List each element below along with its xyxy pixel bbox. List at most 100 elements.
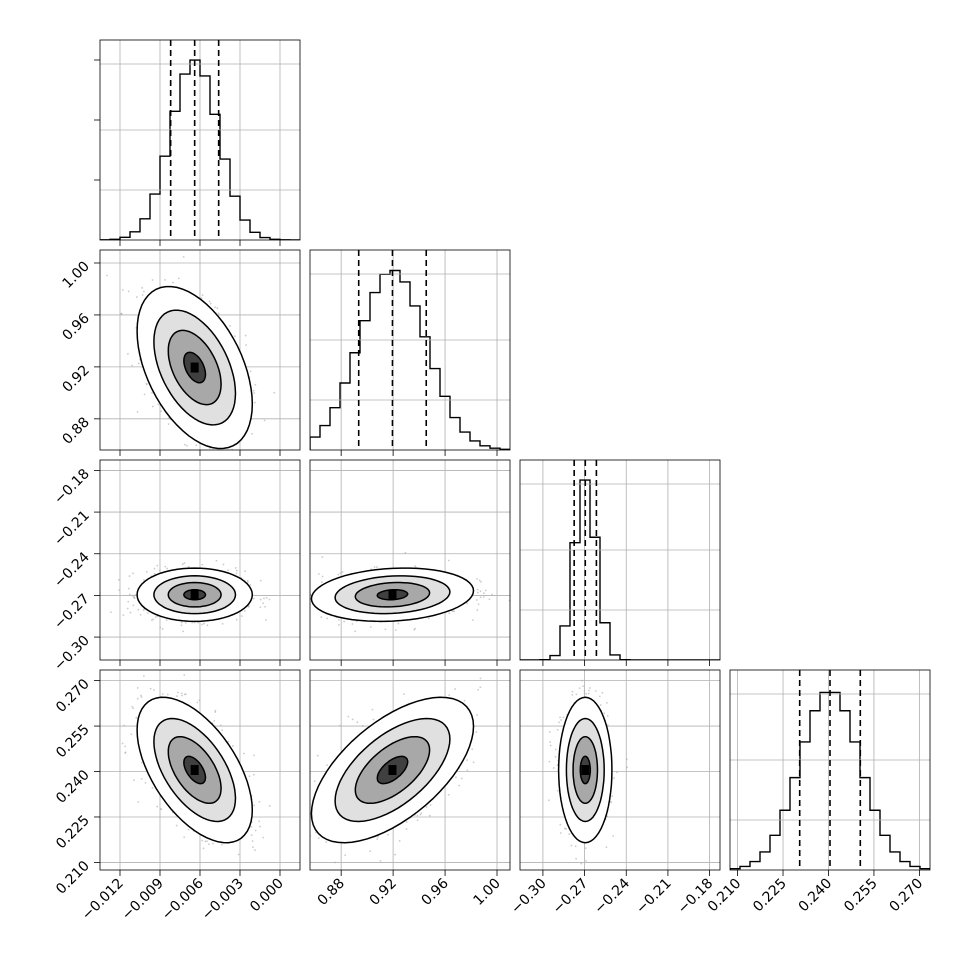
sample-point [132, 779, 135, 782]
sample-point [476, 591, 479, 594]
sample-point [575, 857, 577, 860]
density-peak [190, 589, 199, 600]
sample-point [416, 814, 419, 817]
sample-point [253, 754, 255, 757]
sample-point [209, 302, 212, 305]
sample-point [317, 837, 320, 840]
panel-content [520, 460, 720, 660]
sample-point [625, 758, 628, 761]
sample-point [466, 769, 469, 772]
sample-point [471, 619, 474, 622]
sample-point [187, 565, 190, 568]
sample-point [476, 588, 479, 591]
sample-point [263, 597, 265, 600]
sample-point [599, 704, 602, 706]
sample-point [246, 579, 249, 582]
sample-point [118, 589, 121, 592]
sample-point [254, 458, 256, 460]
sample-point [130, 733, 133, 736]
y-tick-label: −0.30 [51, 633, 93, 675]
sample-point [405, 821, 408, 823]
y-tick-label: 0.96 [59, 310, 92, 343]
y-tick-label: 0.92 [59, 362, 92, 395]
sample-point [405, 828, 408, 830]
sample-point [183, 836, 186, 839]
panel-3-2: −0.30 −0.27 −0.24 −0.21 −0.18 [508, 669, 721, 917]
sample-point [204, 840, 207, 843]
sample-point [227, 569, 230, 572]
sample-point [212, 842, 214, 845]
sample-point [133, 597, 136, 600]
panel-2-0: −0.30−0.27−0.24−0.21−0.18 [51, 459, 301, 675]
y-tick-label: 1.00 [59, 259, 92, 292]
sample-point [306, 796, 308, 798]
sample-point [235, 572, 238, 575]
sample-point [268, 598, 271, 601]
sample-point [394, 629, 397, 631]
sample-point [258, 800, 261, 803]
sample-point [145, 571, 148, 573]
sample-point [482, 596, 485, 598]
sample-point [377, 835, 379, 838]
sample-point [137, 801, 140, 803]
sample-point [347, 715, 350, 718]
y-tick-label: −0.21 [51, 508, 93, 550]
sample-point [143, 579, 145, 581]
sample-point [476, 577, 478, 580]
y-tick-label: 0.270 [53, 676, 93, 716]
sample-point [146, 612, 149, 615]
sample-point [161, 628, 164, 630]
y-tick-label: −0.27 [51, 591, 93, 633]
sample-point [129, 611, 132, 614]
sample-point [476, 714, 478, 716]
sample-point [603, 712, 606, 715]
sample-point [398, 840, 401, 842]
sample-point [151, 279, 154, 281]
sample-point [272, 575, 274, 577]
sample-point [554, 748, 557, 751]
panel-2-1 [272, 459, 511, 666]
sample-point [180, 624, 183, 627]
sample-point [355, 620, 358, 623]
sample-point [200, 297, 203, 299]
sample-point [252, 773, 255, 776]
sample-point [137, 608, 140, 611]
sample-point [560, 719, 562, 721]
sample-point [183, 562, 186, 564]
panel-frame [309, 459, 511, 661]
sample-point [124, 745, 127, 748]
density-peak [190, 765, 199, 775]
sample-point [250, 825, 253, 828]
sample-point [253, 392, 256, 394]
sample-point [244, 570, 247, 573]
sample-point [122, 614, 125, 616]
sample-point [127, 352, 129, 355]
sample-point [167, 417, 170, 419]
sample-point [145, 382, 148, 385]
panel-content [520, 670, 720, 870]
panel-frame [309, 249, 511, 451]
sample-point [448, 612, 451, 615]
sample-point [166, 693, 169, 696]
sample-point [143, 675, 145, 677]
sample-point [463, 699, 466, 702]
sample-point [203, 622, 205, 625]
sample-point [250, 484, 252, 486]
sample-point [131, 364, 134, 367]
sample-point [274, 871, 276, 873]
panel-content [301, 670, 510, 870]
sample-point [301, 835, 303, 837]
sample-point [305, 594, 307, 596]
sample-point [326, 764, 328, 767]
sample-point [429, 804, 432, 807]
sample-point [252, 389, 255, 392]
sample-point [201, 623, 204, 626]
sample-point [466, 602, 469, 605]
y-tick-label: 0.240 [53, 767, 93, 807]
sample-point [126, 607, 129, 610]
sample-point [172, 281, 174, 284]
sample-point [262, 473, 264, 475]
sample-point [326, 617, 329, 620]
sample-point [208, 843, 210, 846]
sample-point [265, 619, 267, 621]
